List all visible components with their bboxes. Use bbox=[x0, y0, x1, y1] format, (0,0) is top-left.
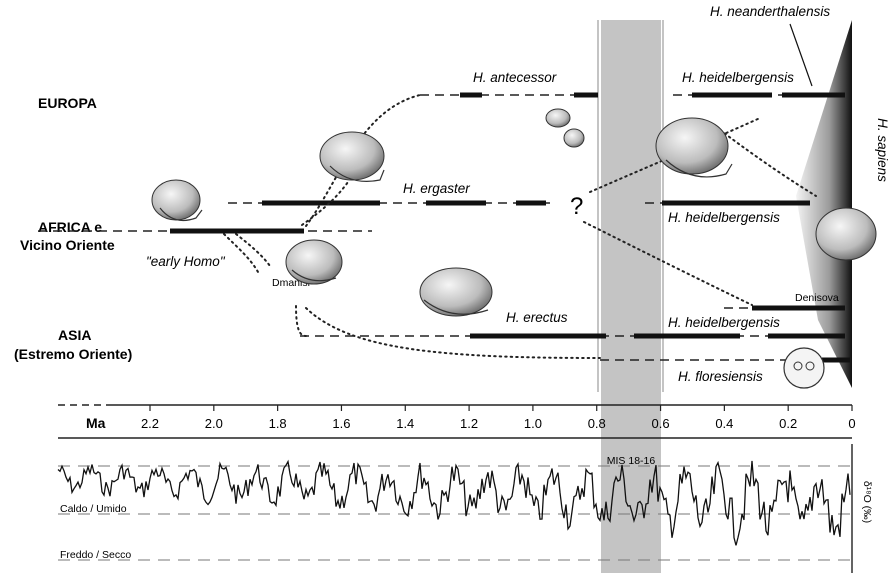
climate-curve bbox=[57, 459, 851, 546]
mis-band bbox=[601, 20, 661, 573]
dotted-connector-question-asia bbox=[583, 221, 753, 306]
dotted-connector-heid-europe-to-sapiens bbox=[719, 129, 817, 197]
mis-band-label: MIS 18-16 bbox=[607, 455, 656, 467]
climate-cold-label: Freddo / Secco bbox=[60, 549, 131, 561]
skull-erectus-icon bbox=[419, 267, 493, 317]
axis-tick-label: 1.2 bbox=[460, 416, 478, 431]
climate-proxy-label: δ¹⁸O (‰) bbox=[861, 481, 873, 523]
dotted-connector-africa-dmanisi-2 bbox=[223, 233, 259, 273]
antecessor-label: H. antecessor bbox=[473, 70, 557, 85]
axis-ticks: 2.2 2.0 1.8 1.6 1.4 1.2 1.0 0.8 0.6 0.4 0.2 0 bbox=[141, 405, 856, 431]
region-africa-line2: Vicino Oriente bbox=[20, 237, 115, 253]
neanderthalensis-label: H. neanderthalensis bbox=[710, 4, 830, 19]
region-europe: EUROPA bbox=[38, 95, 97, 111]
skull-dmanisi-icon bbox=[285, 239, 343, 285]
heidelbergensis-asia-label: H. heidelbergensis bbox=[668, 315, 780, 330]
region-africa-line1: AFRICA e bbox=[38, 219, 102, 235]
dotted-connector-africa-dmanisi-1 bbox=[235, 233, 271, 267]
neanderthalensis-pointer bbox=[789, 23, 813, 87]
skull-ergaster-icon bbox=[319, 131, 385, 182]
axis-tick-label: 2.2 bbox=[141, 416, 159, 431]
axis-tick-label: 0.4 bbox=[715, 416, 733, 431]
axis-tick-label: 0.6 bbox=[652, 416, 670, 431]
dotted-connector-asia-floresiensis bbox=[305, 307, 601, 359]
skull-sapiens-icon bbox=[815, 207, 877, 261]
axis-tick-label: 0.2 bbox=[779, 416, 797, 431]
ergaster-label: H. ergaster bbox=[403, 181, 470, 196]
axis-tick-label: 1.4 bbox=[396, 416, 414, 431]
denisova-label: Denisova bbox=[795, 292, 839, 304]
unknown-ancestor-mark: ? bbox=[570, 193, 583, 220]
skull-heidelbergensis-icon bbox=[655, 117, 733, 178]
sapiens-label: H. sapiens bbox=[875, 118, 888, 182]
axis-tick-label: 2.0 bbox=[205, 416, 223, 431]
axis-unit-label: Ma bbox=[86, 415, 106, 431]
skull-early-homo-icon bbox=[151, 179, 203, 221]
skull-antecessor-fragments-icon bbox=[545, 108, 585, 148]
dotted-connector-ergaster-up bbox=[301, 181, 349, 226]
axis-tick-label: 1.0 bbox=[524, 416, 542, 431]
dotted-connector-dmanisi-asia bbox=[295, 305, 307, 337]
early-homo-label: "early Homo" bbox=[146, 254, 226, 269]
climate-warm-label: Caldo / Umido bbox=[60, 503, 127, 515]
skull-floresiensis-icon bbox=[783, 347, 825, 389]
floresiensis-label: H. floresiensis bbox=[678, 369, 763, 384]
axis-tick-label: 0.8 bbox=[588, 416, 606, 431]
axis-tick-label: 1.6 bbox=[332, 416, 350, 431]
axis-tick-label: 1.8 bbox=[269, 416, 287, 431]
region-asia-line2: (Estremo Oriente) bbox=[14, 346, 132, 362]
erectus-label: H. erectus bbox=[506, 310, 568, 325]
sapiens-wedge bbox=[796, 20, 852, 388]
heidelbergensis-europe-label: H. heidelbergensis bbox=[682, 70, 794, 85]
axis-tick-label: 0 bbox=[848, 416, 855, 431]
region-asia-line1: ASIA bbox=[58, 327, 91, 343]
heidelbergensis-africa-label: H. heidelbergensis bbox=[668, 210, 780, 225]
